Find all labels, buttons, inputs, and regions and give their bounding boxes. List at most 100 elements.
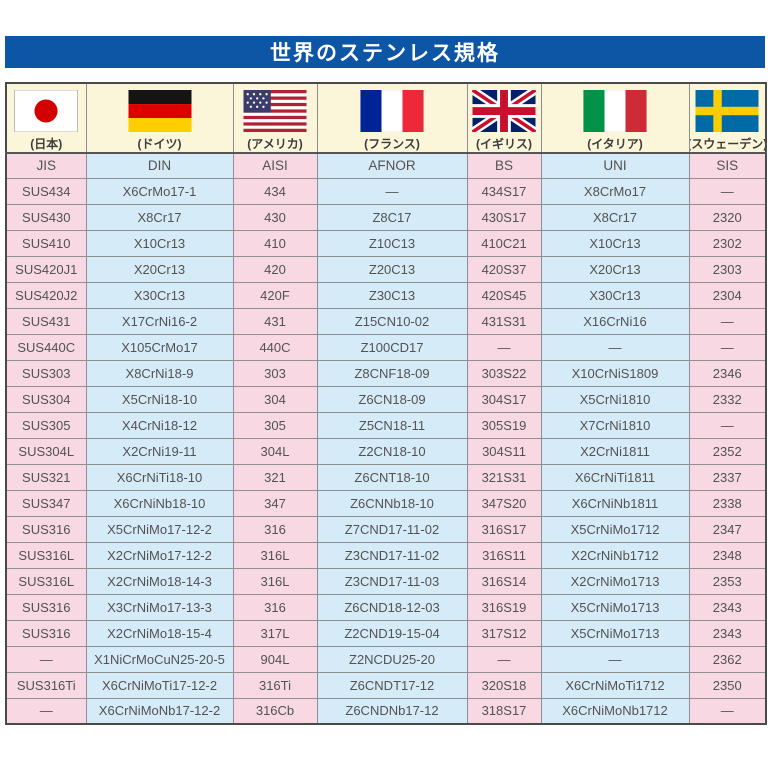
table-cell: X2CrNiNb1712 [540,541,690,569]
country-label: (日本) [30,137,63,151]
table-cell: 2337 [688,463,767,491]
table-cell: SUS434 [5,177,87,205]
table-cell: 431 [232,307,318,335]
table-cell: X10CrNiS1809 [540,359,690,387]
table-cell: 2343 [688,619,767,647]
standard-code-sis: SIS [688,152,767,179]
table-row: SUS316 X5CrNiMo17-12-2 316 Z7CND17-11-02 316… [5,515,767,543]
table-cell: 316S14 [466,567,542,595]
table-cell: 347 [232,489,318,517]
table-cell: Z8CNF18-09 [316,359,468,387]
table-cell: — [688,177,767,205]
table-cell: 2343 [688,593,767,621]
table-cell: X5CrNiMo17-12-2 [85,515,234,543]
table-cell: 440C [232,333,318,361]
table-cell: X5CrNiMo1713 [540,619,690,647]
germany-flag-icon [128,90,192,132]
table-cell: Z8C17 [316,203,468,231]
table-cell: 320S18 [466,671,542,699]
table-cell: 2332 [688,385,767,413]
table-cell: — [466,645,542,673]
standard-code-jis: JIS [5,152,87,179]
table-cell: 321 [232,463,318,491]
flag-header-row: (日本) (ドイツ) [5,82,767,154]
table-cell: 303S22 [466,359,542,387]
table-cell: — [466,333,542,361]
standards-table-body: SUS434 X6CrMo17-1 434—434S17 X8CrMo17— SUS43… [5,177,767,725]
table-row: SUS303 X8CrNi18-9 303 Z8CNF18-09 303S22 X10Cr… [5,359,767,387]
table-cell: Z20C13 [316,255,468,283]
table-cell: 321S31 [466,463,542,491]
table-cell: 430 [232,203,318,231]
table-cell: SUS316Ti [5,671,87,699]
table-cell: 317S12 [466,619,542,647]
table-row: SUS316L X2CrNiMo17-12-2 316L Z3CND17-11-02 3… [5,541,767,569]
table-cell: X6CrNiMoTi1712 [540,671,690,699]
table-cell: 904L [232,645,318,673]
table-cell: Z3CND17-11-03 [316,567,468,595]
country-label: (スウェーデン) [689,137,766,151]
table-cell: 304 [232,385,318,413]
table-cell: 304S11 [466,437,542,465]
country-header-japan: (日本) [5,82,87,154]
table-cell: 317L [232,619,318,647]
table-row: SUS420J1 X20Cr13 420 Z20C13 420S37 X20Cr13 230… [5,255,767,283]
sweden-flag-icon [695,90,759,132]
table-cell: X7CrNi1810 [540,411,690,439]
table-row: SUS434 X6CrMo17-1 434—434S17 X8CrMo17— [5,177,767,205]
table-cell: X2CrNiMo18-15-4 [85,619,234,647]
table-cell: 316S11 [466,541,542,569]
table-cell: X8Cr17 [85,203,234,231]
table-cell: 316L [232,541,318,569]
table-cell: 434S17 [466,177,542,205]
table-row: SUS431 X17CrNi16-2 431 Z15CN10-02 431S31 X16C… [5,307,767,335]
table-cell: X1NiCrMoCuN25-20-5 [85,645,234,673]
table-cell: 318S17 [466,697,542,725]
table-cell: 2362 [688,645,767,673]
table-cell: SUS316 [5,515,87,543]
table-cell: 304L [232,437,318,465]
table-cell: Z15CN10-02 [316,307,468,335]
table-cell: SUS410 [5,229,87,257]
table-cell: Z2NCDU25-20 [316,645,468,673]
table-cell: Z6CN18-09 [316,385,468,413]
table-cell: Z6CNNb18-10 [316,489,468,517]
table-cell: 2347 [688,515,767,543]
country-header-italy: (イタリア) [540,82,690,154]
table-cell: X2CrNi1811 [540,437,690,465]
table-cell: 434 [232,177,318,205]
table-cell: X5CrNi1810 [540,385,690,413]
table-cell: 420F [232,281,318,309]
table-cell: SUS431 [5,307,87,335]
table-cell: — [688,411,767,439]
table-cell: X6CrNiTi1811 [540,463,690,491]
standard-code-afnor: AFNOR [316,152,468,179]
country-header-usa: (アメリカ) [232,82,318,154]
table-cell: X6CrMo17-1 [85,177,234,205]
table-cell: Z30C13 [316,281,468,309]
table-cell: X16CrNi16 [540,307,690,335]
table-cell: SUS316L [5,567,87,595]
table-cell: — [5,645,87,673]
table-cell: 410C21 [466,229,542,257]
table-cell: X6CrNiTi18-10 [85,463,234,491]
japan-flag-icon [14,90,79,132]
table-row: — X6CrNiMoNb17-12-2 316Cb Z6CNDNb17-12 318S1… [5,697,767,725]
country-label: (フランス) [364,137,420,151]
standards-table: (日本) (ドイツ) [5,82,767,725]
table-cell: Z6CNDNb17-12 [316,697,468,725]
table-cell: 2346 [688,359,767,387]
table-cell: X30Cr13 [85,281,234,309]
table-cell: Z3CND17-11-02 [316,541,468,569]
table-cell: SUS304L [5,437,87,465]
standard-code-bs: BS [466,152,542,179]
table-cell: 430S17 [466,203,542,231]
table-cell: X30Cr13 [540,281,690,309]
table-cell: 2353 [688,567,767,595]
table-cell: X8Cr17 [540,203,690,231]
table-row: SUS410 X10Cr13 410 Z10C13 410C21 X10Cr13 2302 [5,229,767,257]
table-cell: 2304 [688,281,767,309]
table-cell: 316S17 [466,515,542,543]
standard-code-aisi: AISI [232,152,318,179]
table-cell: X6CrNiMoNb17-12-2 [85,697,234,725]
